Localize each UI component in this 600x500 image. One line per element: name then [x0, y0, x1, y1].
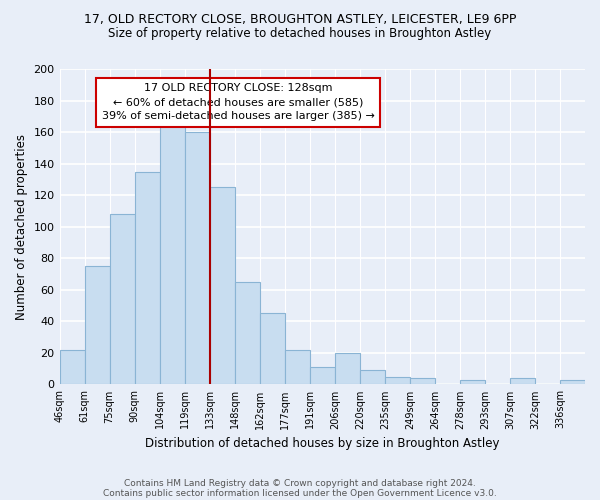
Bar: [59, 350, 85, 384]
Bar: [134, 172, 160, 384]
Bar: [510, 378, 535, 384]
Bar: [160, 120, 185, 384]
Bar: [560, 380, 585, 384]
Bar: [335, 353, 360, 384]
Text: 17, OLD RECTORY CLOSE, BROUGHTON ASTLEY, LEICESTER, LE9 6PP: 17, OLD RECTORY CLOSE, BROUGHTON ASTLEY,…: [84, 12, 516, 26]
Text: Size of property relative to detached houses in Broughton Astley: Size of property relative to detached ho…: [109, 28, 491, 40]
Bar: [360, 370, 385, 384]
Y-axis label: Number of detached properties: Number of detached properties: [15, 134, 28, 320]
Text: Contains public sector information licensed under the Open Government Licence v3: Contains public sector information licen…: [103, 488, 497, 498]
Bar: [460, 380, 485, 384]
Bar: [110, 214, 134, 384]
Bar: [209, 188, 235, 384]
Bar: [410, 378, 435, 384]
Text: 17 OLD RECTORY CLOSE: 128sqm
← 60% of detached houses are smaller (585)
39% of s: 17 OLD RECTORY CLOSE: 128sqm ← 60% of de…: [102, 83, 374, 121]
Bar: [235, 282, 260, 384]
Bar: [285, 350, 310, 384]
Bar: [85, 266, 110, 384]
X-axis label: Distribution of detached houses by size in Broughton Astley: Distribution of detached houses by size …: [145, 437, 500, 450]
Bar: [310, 367, 335, 384]
Text: Contains HM Land Registry data © Crown copyright and database right 2024.: Contains HM Land Registry data © Crown c…: [124, 478, 476, 488]
Bar: [260, 314, 285, 384]
Bar: [385, 376, 410, 384]
Bar: [185, 132, 209, 384]
